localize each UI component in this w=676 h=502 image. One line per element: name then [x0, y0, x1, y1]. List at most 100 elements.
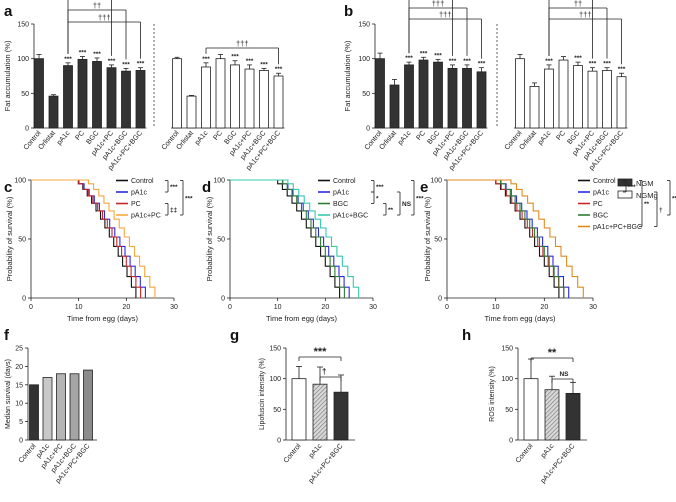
a-significance-stars: ***: [79, 50, 87, 57]
b-bar: [462, 67, 472, 129]
b-significance-stars: ***: [434, 52, 442, 59]
panel-label-h: h: [462, 327, 471, 344]
f-bar: [29, 384, 39, 441]
f-bar: [69, 373, 80, 441]
a-significance-stars: ***: [275, 66, 283, 73]
g-y-tick-label: 100: [269, 376, 281, 383]
c-legend-label: Control: [131, 178, 154, 185]
b-x-tick-label: pA1c: [397, 129, 413, 146]
h-y-tick-label: 0: [509, 438, 513, 445]
d-legend-label: pA1c: [333, 190, 349, 197]
c-survival-curve: [31, 179, 137, 298]
b-bar: [616, 76, 627, 129]
d-x-tick-label: 20: [321, 304, 329, 311]
e-legend-label: pA1c: [593, 190, 609, 197]
e-significance-label: †: [659, 207, 663, 214]
c-significance-label: ‡‡: [170, 207, 178, 214]
b-bar: [602, 70, 612, 129]
a-significance-stars: ***: [246, 58, 254, 65]
d-survival-curve: [230, 179, 345, 298]
f-bar: [83, 369, 93, 441]
e-survival-curve: [447, 179, 560, 298]
panel-label-f: f: [4, 327, 10, 344]
b-y-tick-label: 0: [366, 126, 370, 133]
f-y-tick-label: 25: [15, 346, 23, 353]
b-significance-stars: ***: [603, 61, 611, 68]
b-bar: [544, 68, 554, 129]
b-bar: [587, 70, 598, 129]
d-survival-curve: [230, 179, 341, 298]
e-survival-curve: [447, 179, 565, 298]
a-significance-stars: ***: [64, 56, 72, 63]
c-x-tick-label: 20: [122, 304, 130, 311]
panel-label-g: g: [230, 327, 239, 344]
h-bar: [544, 389, 560, 441]
e-x-tick-label: 20: [540, 304, 548, 311]
e-legend-label: PC: [593, 201, 603, 208]
a-bar: [34, 58, 44, 129]
f-y-axis-title: Median survival (days): [5, 359, 12, 429]
panel-label-d: d: [202, 179, 211, 196]
c-significance-label: ***: [170, 184, 178, 191]
d-legend-label: Control: [333, 178, 356, 185]
a-x-tick-label: PC: [212, 130, 224, 142]
d-y-tick-label: 50: [217, 237, 225, 244]
a-x-tick-label: pA1c: [194, 129, 210, 146]
e-y-axis-title: Probability of survival (%): [423, 196, 432, 281]
b-bracket-symbol: †††: [439, 10, 452, 19]
e-legend-label: pA1c+PC+BGC: [593, 224, 642, 231]
a-bar: [48, 95, 59, 129]
b-bar: [418, 59, 429, 129]
c-x-tick-label: 0: [29, 304, 33, 311]
d-y-axis-title: Probability of survival (%): [205, 196, 214, 281]
b-bar: [404, 64, 414, 129]
e-significance-label: **: [644, 201, 650, 208]
a-bar: [244, 68, 255, 129]
g-significance-label: ***: [314, 346, 328, 358]
h-significance-label: **: [548, 347, 557, 359]
b-significance-stars: ***: [463, 58, 471, 65]
a-y-tick-label: 100: [17, 56, 29, 63]
f-y-tick-label: 10: [15, 401, 23, 408]
c-survival-curve: [31, 179, 146, 298]
b-significance-stars: ***: [589, 61, 597, 68]
c-x-tick-label: 10: [75, 304, 83, 311]
b-bar: [476, 71, 487, 129]
b-legend-label: NGMg: [636, 191, 658, 200]
c-legend-label: PC: [131, 201, 141, 208]
d-x-axis-title: Time from egg (days): [266, 314, 337, 323]
a-bar: [135, 70, 146, 129]
g-y-tick-label: 0: [277, 438, 281, 445]
a-bar: [77, 58, 88, 129]
d-survival-curve: [230, 179, 350, 298]
b-bar: [573, 65, 583, 129]
d-x-tick-label: 30: [369, 304, 377, 311]
d-significance-label: **: [388, 207, 394, 214]
d-y-tick-label: 0: [221, 296, 225, 303]
c-x-tick-label: 30: [170, 304, 178, 311]
a-y-axis-title: Fat accumulation (%): [3, 40, 12, 111]
g-bar: [312, 383, 328, 441]
e-x-tick-label: 0: [445, 304, 449, 311]
b-significance-stars: ***: [449, 58, 457, 65]
g-y-tick-label: 50: [273, 407, 281, 414]
a-x-tick-label: pA1c: [56, 129, 72, 146]
g-x-tick-label: Control: [283, 442, 303, 464]
g-x-tick-label: pA1c: [308, 442, 324, 459]
e-y-tick-label: 50: [434, 237, 442, 244]
g-y-tick-label: 150: [269, 346, 281, 353]
d-significance-label: NS: [402, 201, 412, 208]
a-bar: [92, 61, 102, 129]
d-legend-label: BGC: [333, 201, 348, 208]
e-survival-curve: [447, 179, 565, 298]
g-bar: [333, 391, 349, 441]
a-bar: [273, 75, 284, 129]
c-y-tick-label: 50: [18, 237, 26, 244]
a-bar: [63, 65, 73, 129]
b-bracket-symbol: †††: [579, 10, 592, 19]
a-significance-stars: ***: [137, 61, 145, 68]
b-bracket-symbol: ††: [574, 0, 582, 8]
b-y-tick-label: 150: [358, 22, 370, 29]
h-y-tick-label: 50: [505, 407, 513, 414]
e-y-tick-label: 0: [438, 296, 442, 303]
